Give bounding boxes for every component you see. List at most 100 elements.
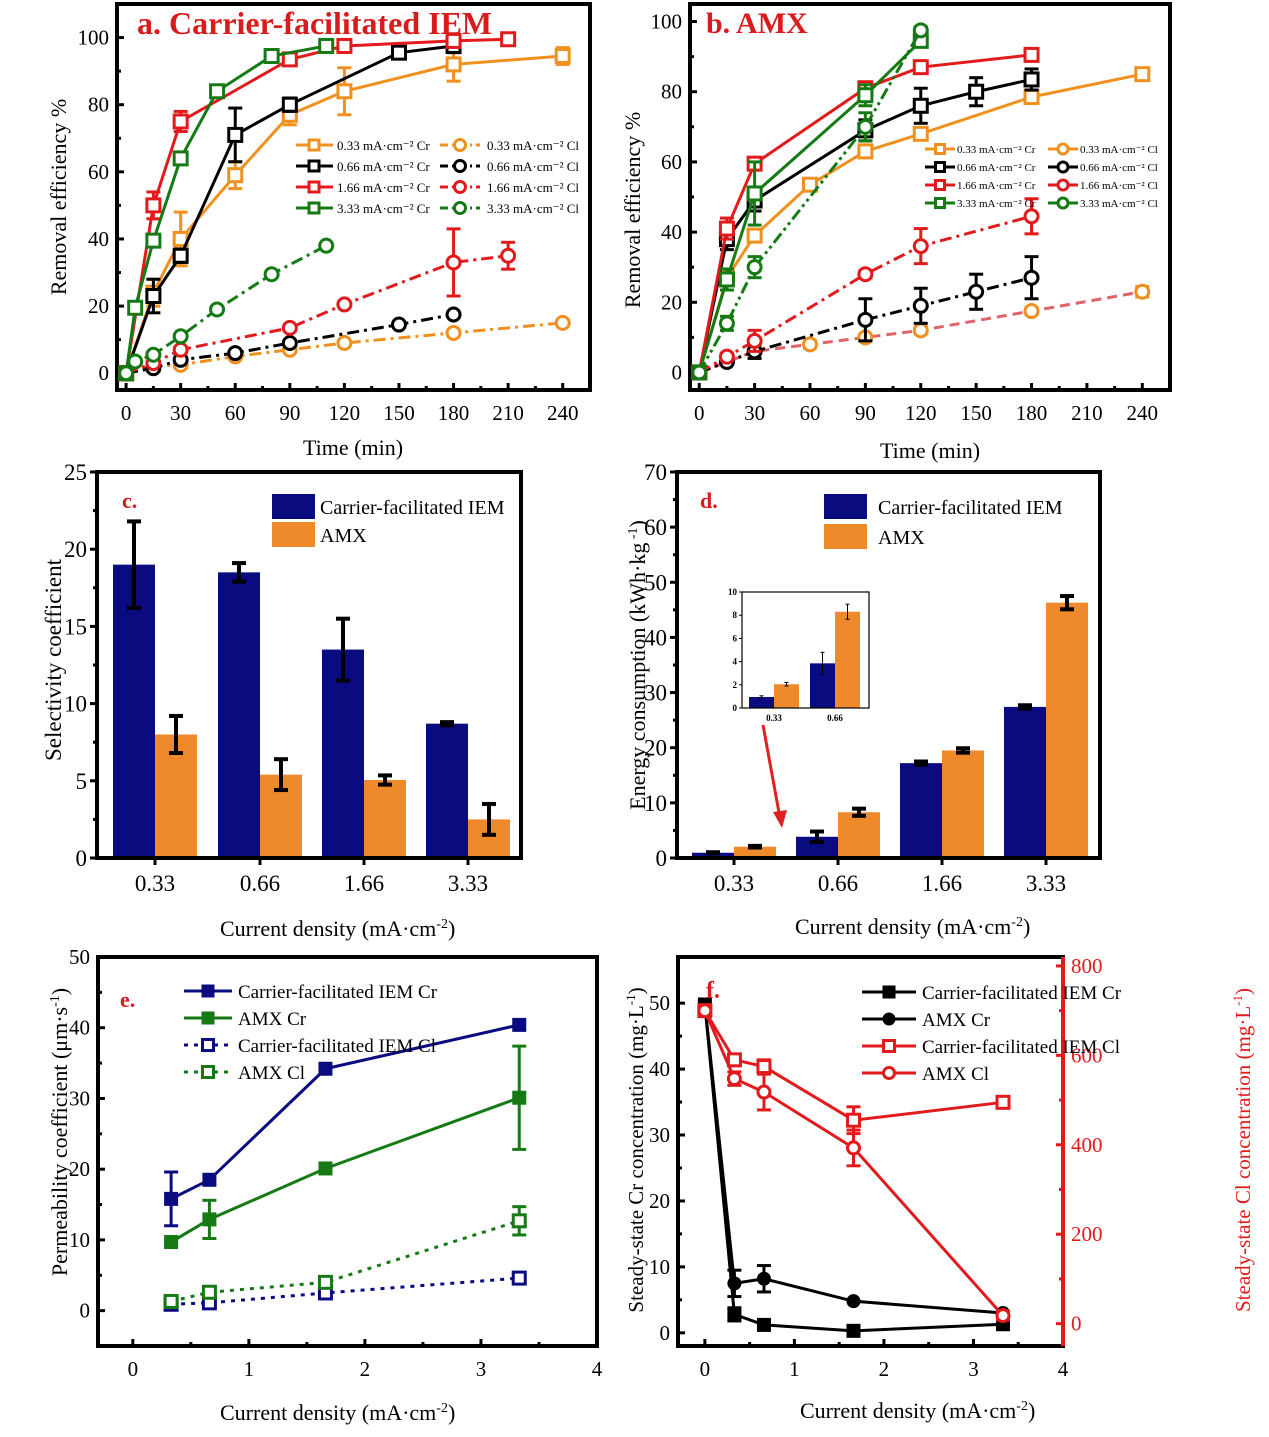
y2-axis-title: Steady-state Cl concentration (mg·L-1) [1230,988,1255,1312]
data-point [554,314,571,331]
data-point [1023,269,1040,286]
data-point [263,48,280,65]
series-carrier-facilitated-iem-cl [163,1270,527,1312]
bar [838,812,880,858]
data-point [145,232,162,249]
legend-label: AMX Cl [922,1064,989,1085]
y-axis-title: Removal efficiency % [620,112,645,308]
y-tick-label: 40 [661,220,682,244]
legend-label: 0.33 mA·cm⁻² Cr [957,144,1036,156]
data-point [912,322,929,339]
bar [734,846,776,858]
data-point [995,1308,1011,1324]
y2-tick-label: 600 [1071,1043,1103,1067]
bar [364,780,406,858]
data-point [845,1112,861,1128]
data-point [127,353,144,370]
data-point [726,1071,742,1087]
data-point [697,1003,713,1019]
x-axis-title: Current density (mA·cm-2) [800,1398,1035,1423]
inset-y-tick-label: 8 [733,610,738,620]
panel-label: e. [120,987,135,1012]
y-tick-label: 40 [649,1057,670,1081]
panel-label: f. [706,978,720,1004]
x-tick-label: 60 [225,401,246,425]
legend-marker [307,138,321,152]
x-axis-title: Time (min) [880,438,980,463]
data-point [164,1235,179,1250]
legend-label: 1.66 mA·cm⁻² Cr [337,180,430,195]
series-amx-cl [163,1205,527,1309]
x-axis-title: Time (min) [303,435,403,460]
chart-c: 0 5 10 15 20 25 0.33 0.66 1.66 3.33 c. Carrier-faci… [41,460,523,941]
legend-label: AMX [320,525,367,547]
series-amx-cr [164,1044,527,1250]
data-point [512,1017,527,1032]
x-tick-label: 90 [279,401,300,425]
data-point [317,1274,333,1290]
y-tick-label: 0 [99,361,110,385]
data-point [145,197,162,214]
data-point [336,83,353,100]
data-point [756,1059,772,1075]
data-point [1023,88,1040,105]
legend-marker [882,985,896,999]
legend-label: AMX [878,527,925,549]
legend-marker [1056,142,1070,156]
y-tick-label: 60 [661,150,682,174]
series-3-33-ma-cm-2-cr [118,37,335,382]
data-point [1023,208,1040,225]
x-tick-label: 60 [800,401,821,425]
legend-marker [201,984,215,998]
y2-tick-label: 400 [1071,1133,1103,1157]
plot-frame [115,2,592,392]
data-point [500,247,517,264]
data-point [445,32,462,49]
legend-marker [307,159,321,173]
y-axis-title: Removal efficiency % [46,99,71,295]
data-point [263,266,280,283]
data-point [336,296,353,313]
data-point [912,238,929,255]
data-point [390,44,407,61]
data-point [746,227,763,244]
legend-marker [1056,196,1070,210]
inset-y-tick-label: 10 [728,587,738,597]
data-point [554,48,571,65]
series-line [170,1219,520,1303]
plot-frame [96,955,599,1348]
x-tick-label: 1 [244,1357,255,1381]
x-tick-label: 0 [700,1357,711,1381]
data-point [1134,283,1151,300]
data-point [912,297,929,314]
data-point [145,288,162,305]
data-point [202,1212,217,1227]
data-point [726,1052,742,1068]
data-point [746,185,763,202]
panel-label: a. Carrier-facilitated IEM [137,5,492,41]
data-point [691,364,708,381]
x-tick-label: 240 [547,401,579,425]
y-tick-label: 0 [672,360,683,384]
x-tick-label: 3.33 [448,871,488,896]
series-line [697,29,923,374]
legend-label: 1.66 mA·cm⁻² Cr [957,180,1036,192]
x-tick-label: 30 [170,401,191,425]
y-tick-label: 0 [80,1299,91,1323]
series-amx [155,713,510,858]
y-tick-label: 100 [651,10,683,34]
chart-a: 0 30 60 90 120 150 180 210 240 0 20 40 60 80 100 a. Car… [46,2,592,460]
y-tick-label: 60 [88,160,109,184]
y-tick-label: 100 [78,26,110,50]
data-point [857,118,874,135]
y-tick-label: 50 [644,570,667,595]
legend-swatch [272,522,315,547]
x-tick-label: 3.33 [1026,871,1066,896]
data-point [1134,66,1151,83]
x-tick-label: 0 [694,401,705,425]
legend-marker [934,197,946,209]
data-point [727,1307,742,1322]
legend: 0.33 mA·cm⁻² Cr 0.66 mA·cm⁻² Cr 1.66 mA·cm… [925,142,1158,210]
legend-label: AMX Cl [238,1063,305,1084]
